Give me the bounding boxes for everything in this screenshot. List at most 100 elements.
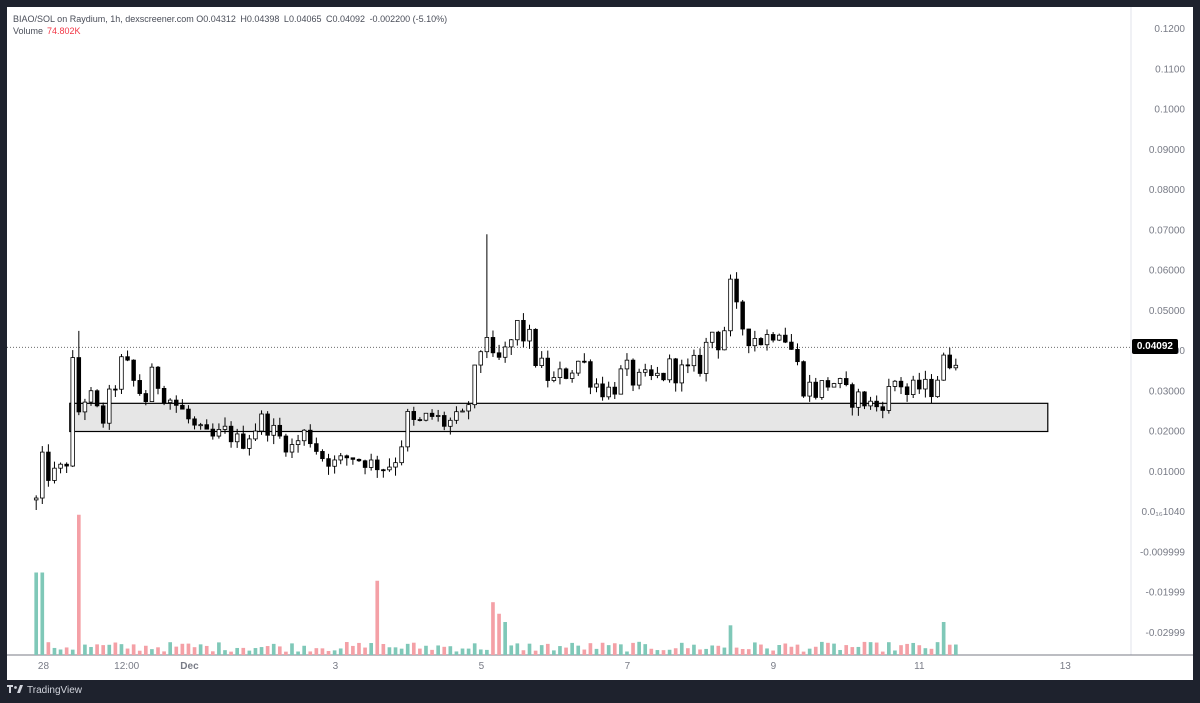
volume-bar [192,647,197,655]
candle-body [874,400,879,408]
volume-bar [893,650,897,655]
low-key: L [283,14,289,24]
volume-bar [418,648,422,655]
candle-body [661,372,666,381]
volume-bar [290,643,294,655]
candle-body [356,458,362,462]
volume-bar [198,644,203,655]
price-tick-label: 0.02000 [1149,427,1186,438]
volume-bar [150,649,154,655]
volume-bar [375,580,380,655]
candle-body [515,319,520,341]
candle-body [350,457,356,460]
candle-body [241,433,246,449]
volume-bar [594,648,599,655]
candle-body [509,339,514,348]
volume-bar [929,648,934,655]
volume-bar [497,613,501,655]
candle-body [472,364,477,406]
price-tick-label: 0.1200 [1154,24,1185,35]
volume-bar [113,642,118,655]
volume-bar [302,645,306,655]
volume-bar [765,648,769,655]
volume-bar [698,649,702,655]
volume-bar [558,646,562,655]
volume-bar [954,644,958,655]
candle-body [588,361,593,388]
candle-body [283,435,289,453]
candle-body [271,424,276,436]
candle-body [569,372,575,379]
candle-body [88,390,94,403]
candle-body [76,357,82,413]
candle-body [442,415,447,427]
volume-bar [862,641,867,655]
volume-bar [856,646,861,655]
volume-bar [686,648,690,655]
volume-bar [472,643,477,655]
candle-body [496,352,502,358]
change-value: -0.002200 (-5.10%) [369,14,448,24]
candle-body [454,411,459,421]
candle-body [868,400,873,407]
volume-bar [137,650,142,655]
candle-body [904,386,910,395]
candle-body [490,337,496,354]
volume-bar [911,642,916,655]
volume-bar [533,650,538,655]
chart-canvas[interactable]: 0.1200 0.1100 0.1000 0.09000 0.08000 0.07000 0… [7,7,1193,680]
candle-body [770,334,776,341]
candle-body [831,383,837,388]
volume-bar [70,649,75,655]
volume-bar [576,645,581,655]
volume-bar [935,642,940,655]
volume-bar [820,641,824,655]
candle-body [125,356,130,361]
candle-body [898,380,904,388]
volume-bar [241,647,246,655]
volume-bar [527,643,532,655]
candle-body [295,440,301,445]
candle-body [527,328,532,342]
volume-bar [235,647,240,655]
volume-bar [521,650,526,655]
volume-bar [326,651,331,655]
volume-bar [83,644,87,655]
volume-bar [271,643,276,655]
volume-bar [582,649,587,655]
candle-body [119,356,124,390]
high-key: H [240,14,247,24]
volume-bar [868,642,873,655]
candle-body [186,408,191,420]
symbol-title: BIAO/SOL on Raydium, 1h, dexscreener.com [13,14,194,24]
price-tick-label: 0.06000 [1149,266,1186,277]
volume-bar [387,647,392,655]
candle-body [703,341,709,374]
volume-bar [101,645,106,655]
candle-body [789,341,794,350]
time-tick-label: Dec [180,661,199,672]
candle-body [728,278,733,332]
volume-bar [710,645,715,655]
candle-body [265,413,270,436]
price-tick-label: 0.1100 [1155,64,1185,75]
candle-body [82,401,88,413]
chart-frame[interactable]: 0.1200 0.1100 0.1000 0.09000 0.08000 0.07000 0… [7,7,1193,680]
candle-body [259,413,264,432]
candle-body [850,384,855,408]
candle-body [64,463,69,467]
candle-body [107,388,112,424]
high-value: 0.04398 [246,14,280,24]
volume-bar [466,648,471,655]
volume-bar [162,651,166,655]
candle-body [813,381,818,398]
volume-bar [229,651,233,655]
time-tick-label: 9 [771,661,777,672]
candle-body [819,380,825,398]
volume-bar [320,648,325,655]
candle-body [174,399,179,406]
price-tick-label: 0.01000 [1149,467,1186,478]
volume-bar [204,645,209,655]
volume-bar [771,650,775,655]
candle-body [46,451,51,481]
